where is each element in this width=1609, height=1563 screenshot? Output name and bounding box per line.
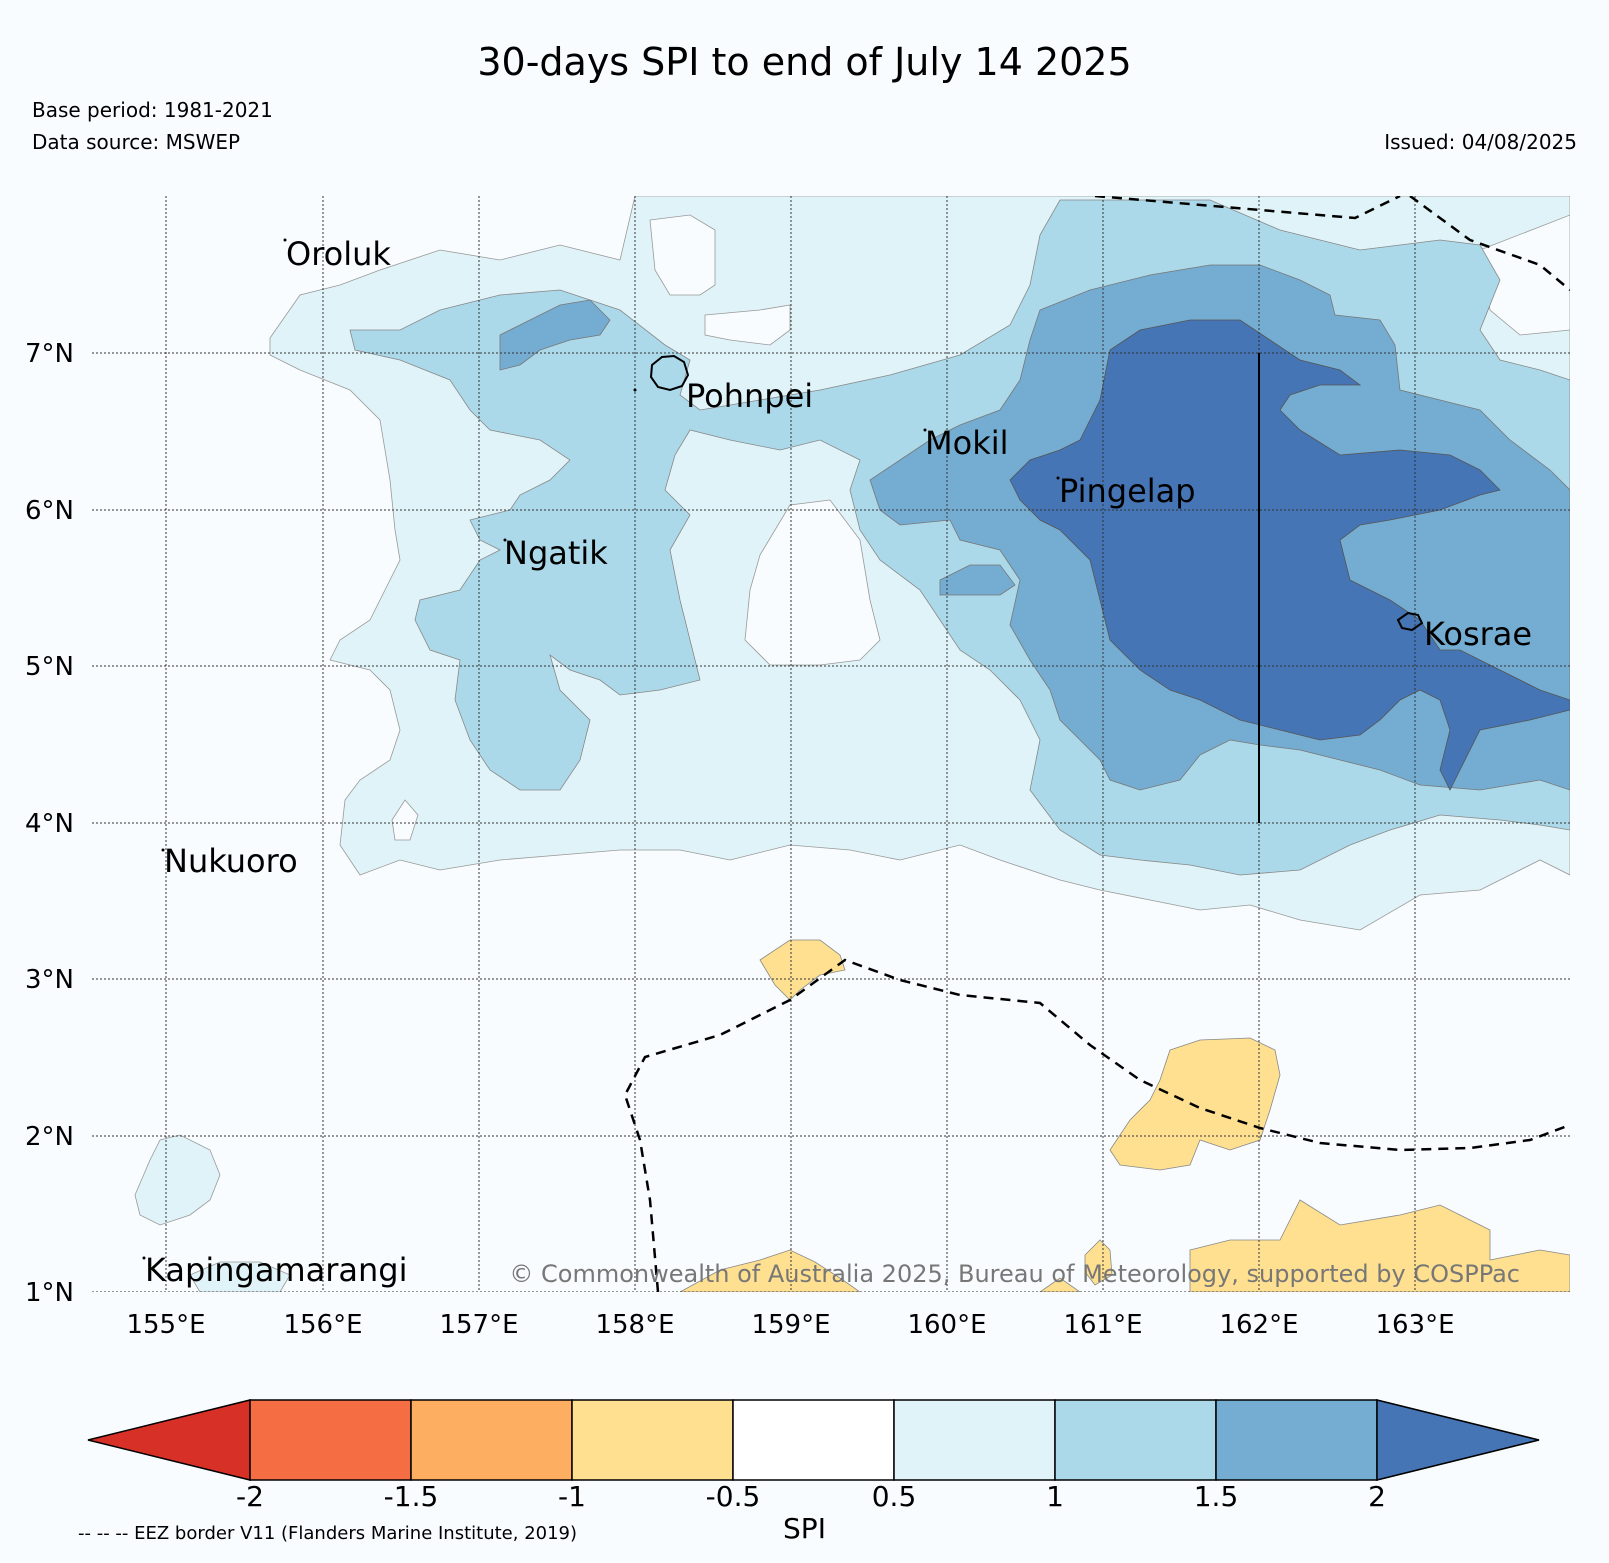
contour-spi-neg0.5-neg1-3 — [1189, 1199, 1570, 1292]
lon-label: 158°E — [595, 1310, 674, 1340]
eez-border-north — [1094, 196, 1401, 220]
lat-labels: 7°N 6°N 5°N 4°N 3°N 2°N 1°N — [25, 339, 74, 1308]
contour-spi-neg0.5-neg1-5 — [1084, 1239, 1113, 1286]
lon-label: 157°E — [439, 1310, 518, 1340]
kosrae-island-outline — [1396, 611, 1424, 632]
colorbar-tick-label: 0.5 — [871, 1480, 917, 1513]
colorbar-label: SPI — [783, 1512, 826, 1545]
colorbar-tick-label: -0.5 — [705, 1480, 761, 1513]
colorbar-tick-label: -1.5 — [383, 1480, 439, 1513]
lon-grid — [165, 196, 1416, 1292]
contour-spi-neg0.5-neg1-6 — [1039, 1277, 1081, 1292]
contour-spi-0.5-1-south-1 — [134, 1134, 221, 1226]
lat-label: 7°N — [25, 339, 74, 369]
place-label-pingelap: Pingelap — [1059, 472, 1196, 510]
chart-title: 30-days SPI to end of July 14 2025 — [477, 40, 1132, 84]
contour-spi-neg0.5-neg1-4 — [679, 1249, 861, 1292]
lat-label: 6°N — [25, 496, 74, 526]
contour-hole-white-1 — [744, 499, 881, 666]
lon-label: 160°E — [907, 1310, 986, 1340]
contour-spi-0.5-1-south-2 — [189, 1261, 291, 1292]
colorbar-bin — [732, 1399, 895, 1481]
contour-spi-1.5-2-west — [499, 299, 611, 371]
contour-hole-white-5 — [391, 799, 419, 841]
lat-label: 1°N — [25, 1278, 74, 1308]
issued-date-text: Issued: 04/08/2025 — [1384, 130, 1577, 154]
eez-border-south — [623, 958, 1570, 1292]
lon-label: 159°E — [751, 1310, 830, 1340]
colorbar — [87, 1399, 1540, 1481]
spi-contours — [92, 196, 1570, 1292]
colorbar-tick-label: 2 — [1368, 1480, 1386, 1513]
contour-spi-1.5-2-mid — [939, 564, 1016, 596]
lon-label: 161°E — [1063, 1310, 1142, 1340]
place-label-mokil: Mokil — [925, 424, 1009, 462]
place-label-kosrae: Kosrae — [1424, 615, 1532, 653]
lat-label: 5°N — [25, 652, 74, 682]
place-label-nukuoro: Nukuoro — [164, 842, 298, 880]
contour-spi-neg0.5-neg1-2 — [1109, 1037, 1281, 1171]
lon-label: 163°E — [1375, 1310, 1454, 1340]
contour-spi-gt2 — [1009, 319, 1570, 791]
contour-hole-white-2 — [649, 214, 716, 296]
contour-spi-neg0.5-neg1-1 — [759, 939, 846, 1001]
colorbar-bin — [410, 1399, 573, 1481]
eez-border-northeast — [1409, 196, 1570, 291]
contour-hole-white-3 — [704, 304, 791, 346]
colorbar-bin — [1215, 1399, 1378, 1481]
colorbar-bin — [893, 1399, 1056, 1481]
lon-label: 162°E — [1219, 1310, 1298, 1340]
place-label-ngatik: Ngatik — [504, 534, 608, 572]
eez-borders — [623, 196, 1570, 1292]
colorbar-extend-low — [87, 1399, 251, 1481]
colorbar-bin — [1054, 1399, 1217, 1481]
lat-label: 2°N — [25, 1122, 74, 1152]
lat-label: 3°N — [25, 965, 74, 995]
copyright-text: © Commonwealth of Australia 2025, Bureau… — [509, 1260, 1520, 1288]
colorbar-extend-high — [1376, 1399, 1540, 1481]
colorbar-tick-label: 1.5 — [1193, 1480, 1239, 1513]
colorbar-tick-label: 1 — [1046, 1480, 1064, 1513]
colorbar-bin — [249, 1399, 412, 1481]
place-labels: Oroluk Pohnpei Mokil Pingelap Ngatik Kos… — [145, 235, 1532, 1289]
base-period-text: Base period: 1981-2021 — [32, 98, 273, 122]
place-label-oroluk: Oroluk — [286, 235, 391, 273]
colorbar-tick-label: -1 — [558, 1480, 586, 1513]
colorbar-bin — [571, 1399, 734, 1481]
lon-label: 156°E — [283, 1310, 362, 1340]
place-label-kapingamarangi: Kapingamarangi — [145, 1251, 407, 1289]
eez-legend-note: -- -- -- EEZ border V11 (Flanders Marine… — [78, 1523, 578, 1544]
lon-label: 155°E — [126, 1310, 205, 1340]
lon-labels: 155°E 156°E 157°E 158°E 159°E 160°E 161°… — [126, 1310, 1454, 1340]
data-source-text: Data source: MSWEP — [32, 130, 241, 154]
colorbar-tick-label: -2 — [236, 1480, 264, 1513]
place-label-pohnpei: Pohnpei — [686, 377, 813, 415]
atoll-markers — [142, 238, 1060, 1260]
pohnpei-island-outline — [649, 354, 690, 392]
lat-label: 4°N — [25, 809, 74, 839]
